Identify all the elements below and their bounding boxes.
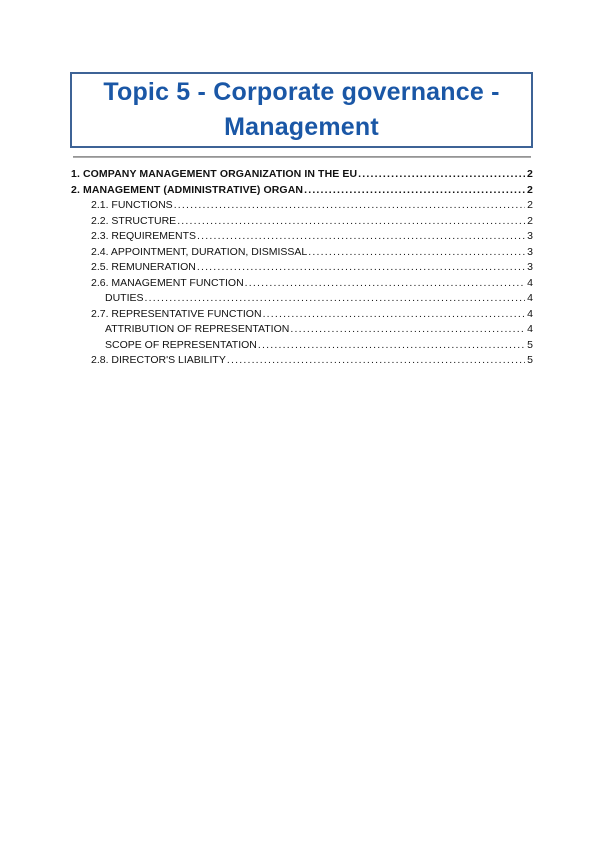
toc-entry[interactable]: 1. COMPANY MANAGEMENT ORGANIZATION IN TH… bbox=[71, 167, 533, 183]
toc-entry-label: 2.6. MANAGEMENT FUNCTION bbox=[91, 276, 244, 289]
toc-entry[interactable]: 2.7. REPRESENTATIVE FUNCTION 4 bbox=[71, 307, 533, 323]
toc-entry-label: 2.2. STRUCTURE bbox=[91, 214, 177, 227]
toc-dot-leader bbox=[304, 183, 525, 199]
toc-dot-leader bbox=[227, 353, 525, 369]
toc-entry-page: 4 bbox=[527, 276, 533, 289]
toc-entry-page: 3 bbox=[527, 245, 533, 258]
toc-dot-leader bbox=[290, 322, 525, 338]
toc-entry-page: 4 bbox=[527, 292, 533, 304]
toc-dot-leader bbox=[358, 167, 525, 183]
toc-entry[interactable]: SCOPE OF REPRESENTATION 5 bbox=[71, 338, 533, 354]
table-of-contents: 1. COMPANY MANAGEMENT ORGANIZATION IN TH… bbox=[71, 167, 533, 369]
toc-entry-label: 2.3. REQUIREMENTS bbox=[91, 230, 197, 242]
toc-dot-leader bbox=[177, 214, 525, 230]
toc-entry[interactable]: ATTRIBUTION OF REPRESENTATION 4 bbox=[71, 322, 533, 338]
toc-entry-label: 2.5. REMUNERATION bbox=[91, 261, 196, 273]
toc-dot-leader bbox=[258, 338, 525, 354]
toc-entry-label: DUTIES bbox=[105, 292, 144, 304]
toc-entry-label: 2.8. DIRECTOR'S LIABILITY bbox=[91, 354, 226, 366]
toc-entry-label: 2. MANAGEMENT (ADMINISTRATIVE) ORGAN bbox=[71, 183, 304, 196]
toc-dot-leader bbox=[197, 229, 525, 245]
toc-entry-page: 5 bbox=[527, 354, 533, 366]
toc-entry-page: 3 bbox=[527, 261, 533, 273]
toc-entry-label: SCOPE OF REPRESENTATION bbox=[105, 338, 257, 351]
toc-entry[interactable]: 2. MANAGEMENT (ADMINISTRATIVE) ORGAN 2 bbox=[71, 183, 533, 199]
toc-dot-leader bbox=[145, 291, 526, 307]
toc-entry-label: ATTRIBUTION OF REPRESENTATION bbox=[105, 323, 290, 335]
toc-entry-page: 2 bbox=[527, 199, 533, 211]
toc-entry-page: 2 bbox=[527, 214, 533, 227]
toc-entry-page: 3 bbox=[527, 230, 533, 242]
toc-entry-label: 2.7. REPRESENTATIVE FUNCTION bbox=[91, 307, 262, 320]
toc-entry[interactable]: DUTIES 4 bbox=[71, 291, 533, 307]
toc-entry[interactable]: 2.3. REQUIREMENTS 3 bbox=[71, 229, 533, 245]
toc-entry-page: 2 bbox=[527, 168, 533, 180]
toc-entry[interactable]: 2.1. FUNCTIONS 2 bbox=[71, 198, 533, 214]
document-title-box: Topic 5 - Corporate governance - Managem… bbox=[70, 72, 533, 148]
toc-dot-leader bbox=[174, 198, 525, 214]
toc-entry-label: 2.1. FUNCTIONS bbox=[91, 199, 173, 211]
toc-entry-page: 4 bbox=[527, 307, 533, 320]
toc-dot-leader bbox=[263, 307, 526, 323]
toc-entry[interactable]: 2.6. MANAGEMENT FUNCTION 4 bbox=[71, 276, 533, 292]
toc-dot-leader bbox=[245, 276, 526, 292]
toc-entry-page: 4 bbox=[527, 323, 533, 335]
document-title-line-2: Management bbox=[224, 113, 379, 141]
toc-entry[interactable]: 2.5. REMUNERATION 3 bbox=[71, 260, 533, 276]
toc-dot-leader bbox=[197, 260, 525, 276]
toc-dot-leader bbox=[308, 245, 525, 261]
toc-entry-label: 2.4. APPOINTMENT, DURATION, DISMISSAL bbox=[91, 245, 308, 258]
horizontal-divider bbox=[73, 156, 531, 158]
toc-entry-page: 2 bbox=[527, 183, 533, 196]
toc-entry-label: 1. COMPANY MANAGEMENT ORGANIZATION IN TH… bbox=[71, 168, 358, 180]
toc-entry[interactable]: 2.2. STRUCTURE 2 bbox=[71, 214, 533, 230]
document-title-line-1: Topic 5 - Corporate governance - bbox=[103, 78, 500, 106]
toc-entry[interactable]: 2.8. DIRECTOR'S LIABILITY 5 bbox=[71, 353, 533, 369]
toc-entry[interactable]: 2.4. APPOINTMENT, DURATION, DISMISSAL 3 bbox=[71, 245, 533, 261]
toc-entry-page: 5 bbox=[527, 338, 533, 351]
